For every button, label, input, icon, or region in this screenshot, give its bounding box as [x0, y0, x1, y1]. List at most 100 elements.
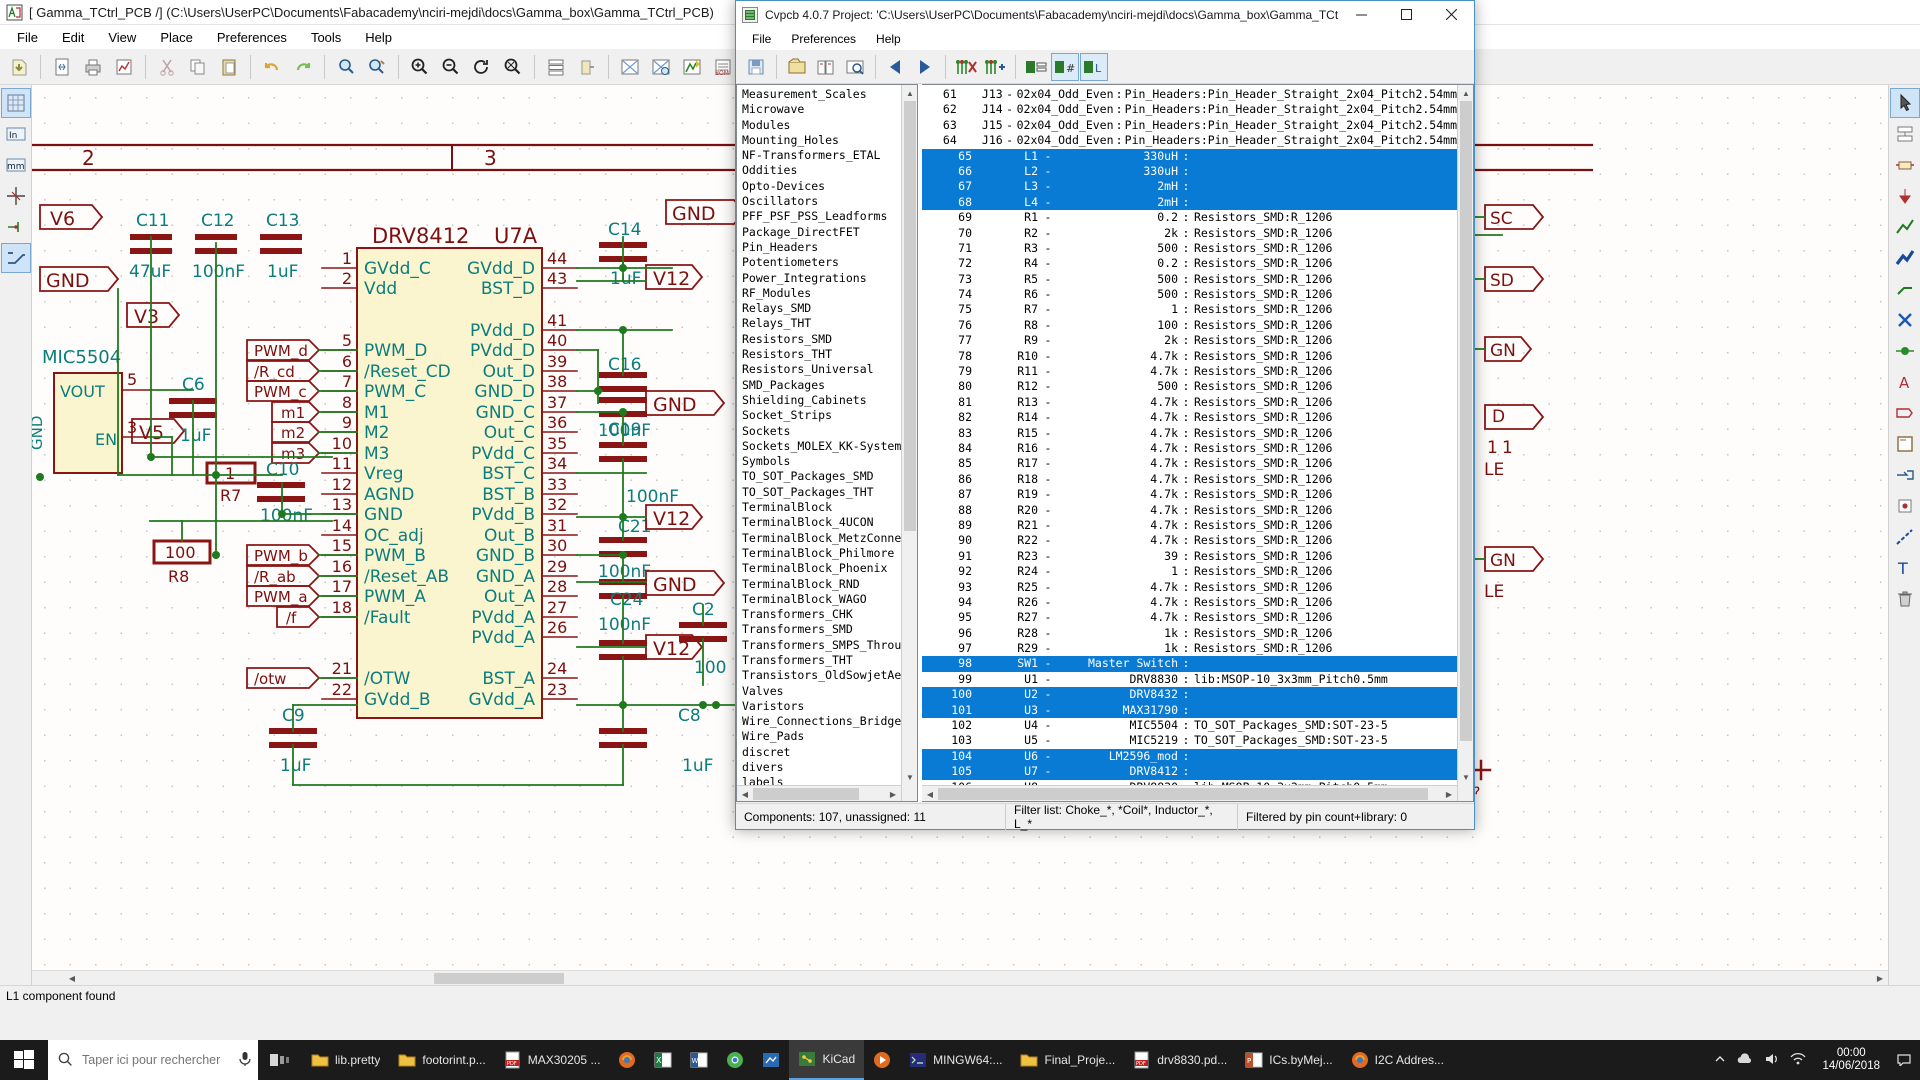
library-list-item[interactable]: Transformers_SMPS_ThroughHo [742, 637, 901, 652]
taskbar-item-browser[interactable] [609, 1040, 645, 1080]
footprint-libs-icon[interactable] [812, 53, 840, 81]
component-row[interactable]: 70 R2- 2k: Resistors_SMD:R_1206 [922, 226, 1457, 241]
library-list-item[interactable]: TerminalBlock_4UCON [742, 515, 874, 530]
component-row[interactable]: 84 R16- 4.7k: Resistors_SMD:R_1206 [922, 441, 1457, 456]
taskbar-item-footprint[interactable]: footorint.p... [389, 1040, 494, 1080]
component-list[interactable]: 61 J13-02x04_Odd_Even: Pin_Headers:Pin_Hea… [922, 87, 1457, 785]
hidden-pins-icon[interactable] [1, 212, 31, 242]
eeschema-right-toolbar[interactable]: A T [1888, 85, 1920, 985]
start-button[interactable] [0, 1040, 48, 1080]
library-list-item[interactable]: SMD_Packages [742, 377, 826, 392]
component-row[interactable]: 73 R5- 500: Resistors_SMD:R_1206 [922, 272, 1457, 287]
print-icon[interactable] [78, 52, 108, 82]
library-list-item[interactable]: Resistors_SMD [742, 331, 833, 346]
library-list-item[interactable]: Potentiometers [742, 255, 839, 270]
component-row[interactable]: 85 R17- 4.7k: Resistors_SMD:R_1206 [922, 456, 1457, 471]
zoom-redraw-icon[interactable] [467, 52, 497, 82]
hscroll-right-arrow[interactable]: ▶ [1876, 973, 1884, 983]
filter-by-library-icon[interactable]: L [1080, 52, 1108, 81]
cvpcb-menu-help[interactable]: Help [876, 32, 901, 46]
component-row[interactable]: 99 U1- DRV8830: lib:MSOP-10_3x3mm_Pitch0.5m… [922, 672, 1457, 687]
library-list-item[interactable]: NF-Transformers_ETAL [742, 148, 881, 163]
taskbar-item-i2c-address[interactable]: I2C Addres... [1342, 1040, 1453, 1080]
plot-icon[interactable] [109, 52, 139, 82]
taskbar-item-final-proj[interactable]: Final_Proje... [1011, 1040, 1124, 1080]
taskbar-item-mingw[interactable]: MINGW64:... [900, 1040, 1011, 1080]
libscroll-down-arrow[interactable]: ▼ [906, 772, 914, 782]
notifications-icon[interactable] [1896, 1052, 1912, 1069]
library-list-item[interactable]: Sockets_MOLEX_KK-System [742, 438, 901, 453]
zoom-in-icon[interactable] [405, 52, 435, 82]
task-view-button[interactable] [258, 1040, 302, 1080]
windows-taskbar[interactable]: lib.pretty footorint.p... PDF MAX30205 .… [0, 1040, 1920, 1080]
component-row[interactable]: 91 R23- 39: Resistors_SMD:R_1206 [922, 549, 1457, 564]
component-row[interactable]: 93 R25- 4.7k: Resistors_SMD:R_1206 [922, 580, 1457, 595]
libhscroll-thumb[interactable] [753, 788, 859, 800]
component-row[interactable]: 98 SW1- Master Switch: [922, 656, 1457, 672]
cvpcb-title-bar[interactable]: Cvpcb 4.0.7 Project: 'C:\Users\UserPC\Do… [736, 1, 1474, 28]
library-list-item[interactable]: TerminalBlock_MetzConnect [742, 530, 901, 545]
library-list-item[interactable]: Measurement_Scales [742, 87, 867, 101]
library-list-panel[interactable]: Measurement_Scales Microwave Modules Mounti… [736, 84, 918, 802]
library-vertical-scrollbar[interactable]: ▲ ▼ [901, 85, 917, 801]
system-tray[interactable]: 00:00 14/06/2018 [1714, 1047, 1920, 1073]
component-row[interactable]: 104 U6- LM2596_mod: [922, 748, 1457, 765]
component-row[interactable]: 88 R20- 4.7k: Resistors_SMD:R_1206 [922, 503, 1457, 518]
menu-edit[interactable]: Edit [61, 29, 85, 45]
library-list-item[interactable]: Transformers_SMD [742, 622, 853, 637]
find-replace-icon[interactable] [362, 52, 392, 82]
place-graphic-line-icon[interactable] [1890, 522, 1920, 552]
library-list-item[interactable]: Modules [742, 117, 791, 132]
library-list-item[interactable]: Package_DirectFET [742, 224, 860, 239]
page-settings-icon[interactable] [47, 52, 77, 82]
netlist-icon[interactable] [615, 52, 645, 82]
component-row[interactable]: 64 J16-02x04_Odd_Even: Pin_Headers:Pin_Hea… [922, 133, 1457, 148]
component-vertical-scrollbar[interactable]: ▲ ▼ [1457, 85, 1473, 801]
library-list-item[interactable]: labels [742, 775, 784, 785]
cvpcb-menu-file[interactable]: File [752, 32, 772, 46]
previous-unlinked-icon[interactable] [882, 53, 910, 81]
zoom-fit-icon[interactable] [498, 52, 528, 82]
menu-place[interactable]: Place [160, 29, 193, 45]
component-row[interactable]: 80 R12- 500: Resistors_SMD:R_1206 [922, 379, 1457, 394]
library-list-item[interactable]: divers [742, 760, 784, 775]
place-power-icon[interactable] [1890, 181, 1920, 211]
library-list-item[interactable]: Mounting_Holes [742, 132, 839, 147]
hscroll-left-arrow[interactable]: ◀ [68, 973, 76, 983]
library-list-item[interactable]: Microwave [742, 102, 805, 117]
close-button[interactable] [1429, 1, 1474, 28]
libhscroll-right-arrow[interactable]: ▶ [889, 789, 897, 799]
libscroll-up-arrow[interactable]: ▲ [906, 88, 914, 98]
place-hier-pin-icon[interactable] [1890, 491, 1920, 521]
component-row[interactable]: 76 R8- 100: Resistors_SMD:R_1206 [922, 318, 1457, 333]
erc-icon[interactable] [677, 52, 707, 82]
library-list-item[interactable]: RF_Modules [742, 285, 812, 300]
library-list-item[interactable]: TerminalBlock_Phoenix [742, 561, 888, 576]
cmpscroll-up-arrow[interactable]: ▲ [1462, 88, 1470, 98]
menu-help[interactable]: Help [365, 29, 393, 45]
cmpscroll-thumb[interactable] [1460, 101, 1472, 741]
eeschema-left-toolbar[interactable]: In mm [0, 85, 32, 985]
hierarchy-navigate-icon[interactable] [1890, 119, 1920, 149]
component-row[interactable]: 65 L1- 330uH: [922, 148, 1457, 164]
menu-tools[interactable]: Tools [310, 29, 342, 45]
library-list-item[interactable]: Wire_Connections_Bridges [742, 714, 901, 729]
taskbar-item-excel[interactable]: X [645, 1040, 681, 1080]
grid-toggle-icon[interactable] [1, 88, 31, 118]
component-row[interactable]: 69 R1- 0.2: Resistors_SMD:R_1206 [922, 210, 1457, 225]
library-list-item[interactable]: Shielding_Cabinets [742, 392, 867, 407]
library-list-item[interactable]: Pin_Headers [742, 239, 819, 254]
component-row[interactable]: 66 L2- 330uH: [922, 163, 1457, 180]
cmphscroll-thumb[interactable] [938, 788, 1428, 800]
library-horizontal-scrollbar[interactable]: ◀ ▶ [737, 785, 901, 801]
component-row[interactable]: 106U8-DRV8830:lib:MSOP-10_3x3mm_Pitch0.5… [922, 780, 1457, 785]
view-footprint-icon[interactable] [841, 53, 869, 81]
component-row[interactable]: 74 R6- 500: Resistors_SMD:R_1206 [922, 287, 1457, 302]
component-row[interactable]: 68 L4- 2mH: [922, 194, 1457, 211]
component-row[interactable]: 86 R18- 4.7k: Resistors_SMD:R_1206 [922, 472, 1457, 487]
delete-all-associations-icon[interactable] [952, 53, 980, 81]
schematic-horizontal-scrollbar[interactable]: ◀ ▶ [32, 970, 1888, 985]
library-list-item[interactable]: Sockets [742, 423, 791, 438]
taskbar-search-box[interactable] [48, 1040, 258, 1080]
menu-preferences[interactable]: Preferences [216, 29, 287, 45]
